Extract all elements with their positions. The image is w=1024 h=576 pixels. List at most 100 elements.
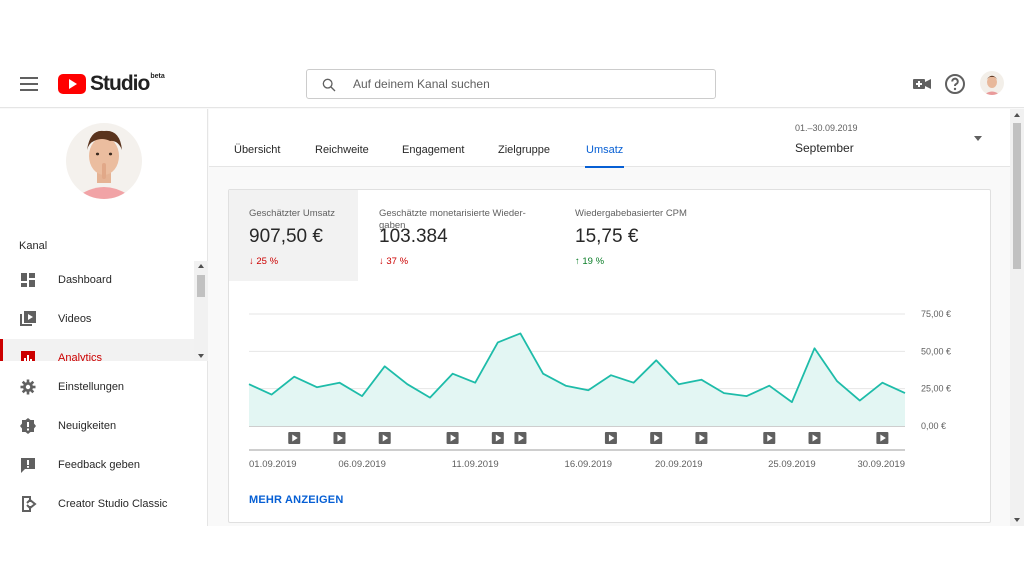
revenue-chart: 0,00 € 25,00 € 50,00 € 75,00 € 01.09.2019 06.…	[248, 309, 951, 470]
video-marker-icon[interactable]	[378, 432, 391, 444]
video-marker-icon[interactable]	[808, 432, 821, 444]
chart-area-fill	[249, 333, 905, 426]
metric-value: 907,50 €	[249, 226, 323, 247]
analytics-icon	[21, 351, 35, 361]
arrow-up-icon: ↑	[575, 256, 580, 267]
metric-label: Wiedergabebasierter CPM	[575, 208, 687, 219]
sidebar-item-label: Neuigkeiten	[58, 420, 117, 432]
video-marker-icon[interactable]	[763, 432, 776, 444]
y-tick-label: 25,00 €	[921, 384, 951, 394]
create-video-icon[interactable]	[910, 72, 934, 96]
tab-overview[interactable]: Übersicht	[234, 144, 281, 156]
dashboard-icon	[21, 273, 35, 287]
show-more-link[interactable]: MEHR ANZEIGEN	[249, 494, 344, 506]
revenue-card: Geschätzter Umsatz 907,50 € ↓ 25 % Gesch…	[228, 189, 991, 523]
arrow-down-icon: ↓	[249, 256, 254, 267]
x-tick-label: 30.09.2019	[857, 459, 905, 470]
video-marker-icon[interactable]	[604, 432, 617, 444]
chevron-down-icon[interactable]	[974, 136, 982, 141]
logo-text: Studio	[90, 72, 150, 95]
scrollbar-thumb[interactable]	[197, 275, 205, 297]
sidebar-item-news[interactable]: Neuigkeiten	[0, 407, 208, 446]
y-tick-label: 50,00 €	[921, 346, 951, 356]
video-marker-icon[interactable]	[695, 432, 708, 444]
alert-icon	[20, 418, 36, 434]
video-marker-icon[interactable]	[876, 432, 889, 444]
studio-app: Studio beta Kanal Dashboard Videos	[0, 60, 1024, 526]
youtube-play-icon	[58, 74, 86, 94]
scroll-up-arrow[interactable]	[1014, 113, 1020, 117]
y-tick-label: 75,00 €	[921, 309, 951, 319]
metric-monetized-playbacks[interactable]: Geschätzte monetarisierte Wieder-gaben 1…	[359, 190, 555, 281]
sidebar-item-label: Dashboard	[58, 274, 112, 286]
analytics-tabs-bar: Übersicht Reichweite Engagement Zielgrup…	[209, 109, 1010, 168]
video-marker-icon[interactable]	[514, 432, 527, 444]
x-tick-label: 01.09.2019	[249, 459, 297, 470]
metric-change: ↓ 37 %	[379, 256, 408, 267]
x-tick-label: 06.09.2019	[338, 459, 386, 470]
sidebar-item-label: Einstellungen	[58, 381, 125, 393]
arrow-down-icon: ↓	[379, 256, 384, 267]
search-input[interactable]	[353, 75, 703, 93]
metric-value: 15,75 €	[575, 226, 639, 247]
scroll-down-arrow[interactable]	[198, 354, 204, 358]
video-marker-icon[interactable]	[446, 432, 459, 444]
metric-change-value: 19 %	[582, 256, 605, 267]
search-box[interactable]	[306, 69, 716, 99]
metric-label-line1: Geschätzte monetarisierte Wieder-	[379, 208, 526, 219]
chart-series-line	[248, 332, 906, 403]
logo-beta-badge: beta	[150, 72, 165, 80]
metric-change: ↓ 25 %	[249, 256, 278, 267]
page-scrollbar[interactable]	[1010, 109, 1024, 526]
sidebar-item-label: Videos	[58, 313, 92, 325]
video-marker-icon[interactable]	[491, 432, 504, 444]
sidebar-item-settings[interactable]: Einstellungen	[0, 368, 208, 407]
sidebar-item-videos[interactable]: Videos	[0, 300, 208, 339]
metric-change: ↑ 19 %	[575, 256, 604, 267]
date-range[interactable]: 01.–30.09.2019	[795, 123, 858, 133]
sidebar-item-analytics[interactable]: Analytics	[0, 339, 208, 361]
avatar[interactable]	[980, 71, 1004, 95]
metric-estimated-revenue[interactable]: Geschätzter Umsatz 907,50 € ↓ 25 %	[229, 190, 358, 281]
sidebar-bottom-nav: Einstellungen Neuigkeiten Feedback geben…	[0, 368, 208, 524]
sidebar-item-creator-studio-classic[interactable]: Creator Studio Classic	[0, 485, 208, 524]
sidebar: Kanal Dashboard Videos Analytics Ei	[0, 109, 208, 526]
tab-reach[interactable]: Reichweite	[315, 144, 369, 156]
videos-icon	[20, 311, 36, 326]
search-icon[interactable]	[321, 77, 337, 93]
studio-logo[interactable]: Studio beta	[58, 72, 165, 96]
scroll-down-arrow[interactable]	[1014, 518, 1020, 522]
sidebar-item-label: Analytics	[58, 352, 103, 361]
menu-icon[interactable]	[20, 77, 38, 91]
x-tick-label: 20.09.2019	[655, 459, 703, 470]
sidebar-item-label: Creator Studio Classic	[58, 498, 168, 510]
sidebar-item-dashboard[interactable]: Dashboard	[0, 261, 208, 300]
x-tick-label: 11.09.2019	[452, 459, 499, 470]
scroll-up-arrow[interactable]	[198, 264, 204, 268]
video-marker-icon[interactable]	[333, 432, 346, 444]
gear-icon	[20, 379, 36, 395]
metric-label: Geschätzte monetarisierte Wieder-gaben	[379, 208, 526, 232]
tab-revenue[interactable]: Umsatz	[584, 144, 625, 168]
metric-change-value: 25 %	[256, 256, 279, 267]
main-content: Übersicht Reichweite Engagement Zielgrup…	[209, 109, 1010, 526]
x-tick-label: 25.09.2019	[768, 459, 816, 470]
date-period-label[interactable]: September	[795, 141, 854, 155]
tab-engagement[interactable]: Engagement	[402, 144, 465, 156]
help-icon[interactable]	[943, 72, 967, 96]
sidebar-scrollbar[interactable]	[194, 261, 208, 361]
exit-icon	[22, 496, 37, 512]
channel-section-label: Kanal	[19, 240, 48, 252]
channel-avatar[interactable]	[66, 123, 142, 199]
metric-label-line2: gaben	[379, 220, 406, 231]
sidebar-item-feedback[interactable]: Feedback geben	[0, 446, 208, 485]
x-tick-label: 16.09.2019	[565, 459, 613, 470]
feedback-icon	[21, 458, 35, 473]
tab-audience[interactable]: Zielgruppe	[498, 144, 550, 156]
video-marker-icon[interactable]	[288, 432, 301, 444]
metric-playback-cpm[interactable]: Wiedergabebasierter CPM 15,75 € ↑ 19 %	[555, 190, 751, 281]
scrollbar-thumb[interactable]	[1013, 123, 1021, 269]
metric-value: 103.384	[379, 226, 448, 247]
top-header: Studio beta	[0, 60, 1024, 108]
video-marker-icon[interactable]	[650, 432, 663, 444]
